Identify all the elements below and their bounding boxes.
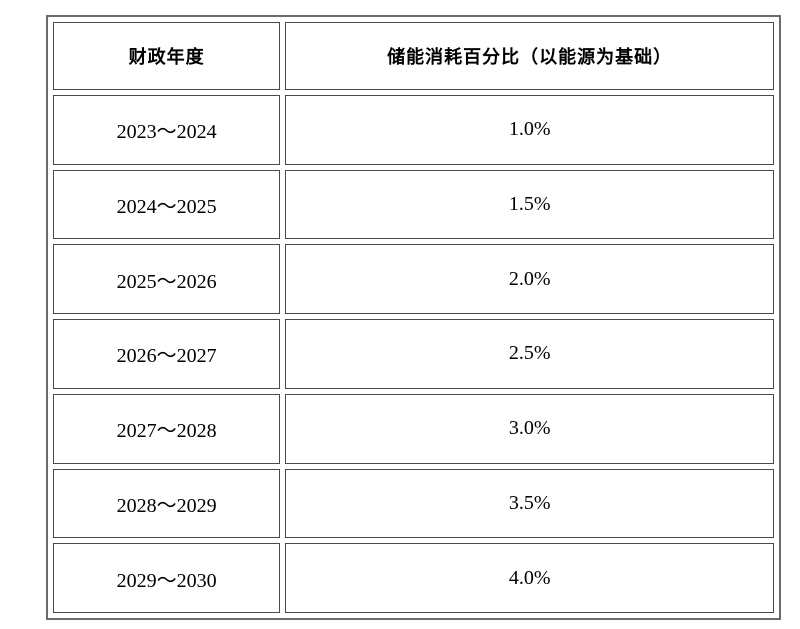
percentage-cell: 4.0%: [285, 543, 774, 613]
fiscal-year-cell: 2024～2025: [53, 169, 281, 240]
fiscal-year-cell: 2027～2028: [53, 393, 281, 464]
fiscal-year-cell: 2028～2029: [53, 468, 281, 539]
percentage-cell: 2.0%: [285, 244, 774, 315]
table-row: 2029～2030 4.0%: [53, 543, 774, 613]
table-row: 2027～2028 3.0%: [53, 393, 774, 464]
table-row: 2023～2024 1.0%: [53, 95, 774, 165]
percentage-cell: 3.0%: [285, 393, 774, 464]
table-row: 2025～2026 2.0%: [53, 244, 774, 315]
energy-consumption-table: 财政年度 储能消耗百分比（以能源为基础） 2023～2024 1.0% 2024～2…: [46, 15, 781, 620]
header-row: 财政年度 储能消耗百分比（以能源为基础）: [53, 22, 774, 90]
fiscal-year-cell: 2029～2030: [53, 543, 281, 613]
fiscal-year-cell: 2023～2024: [53, 95, 281, 165]
percentage-cell: 2.5%: [285, 319, 774, 389]
table-row: 2028～2029 3.5%: [53, 468, 774, 539]
header-fiscal-year: 财政年度: [53, 22, 281, 90]
table-body: 2023～2024 1.0% 2024～2025 1.5% 2025～2026 2.0% 2…: [53, 95, 774, 613]
fiscal-year-cell: 2025～2026: [53, 244, 281, 315]
fiscal-year-cell: 2026～2027: [53, 319, 281, 389]
percentage-cell: 3.5%: [285, 468, 774, 539]
percentage-cell: 1.5%: [285, 169, 774, 240]
table-row: 2026～2027 2.5%: [53, 319, 774, 389]
header-storage-percentage: 储能消耗百分比（以能源为基础）: [285, 22, 774, 90]
table-row: 2024～2025 1.5%: [53, 169, 774, 240]
percentage-cell: 1.0%: [285, 95, 774, 165]
table-header: 财政年度 储能消耗百分比（以能源为基础）: [53, 22, 774, 90]
